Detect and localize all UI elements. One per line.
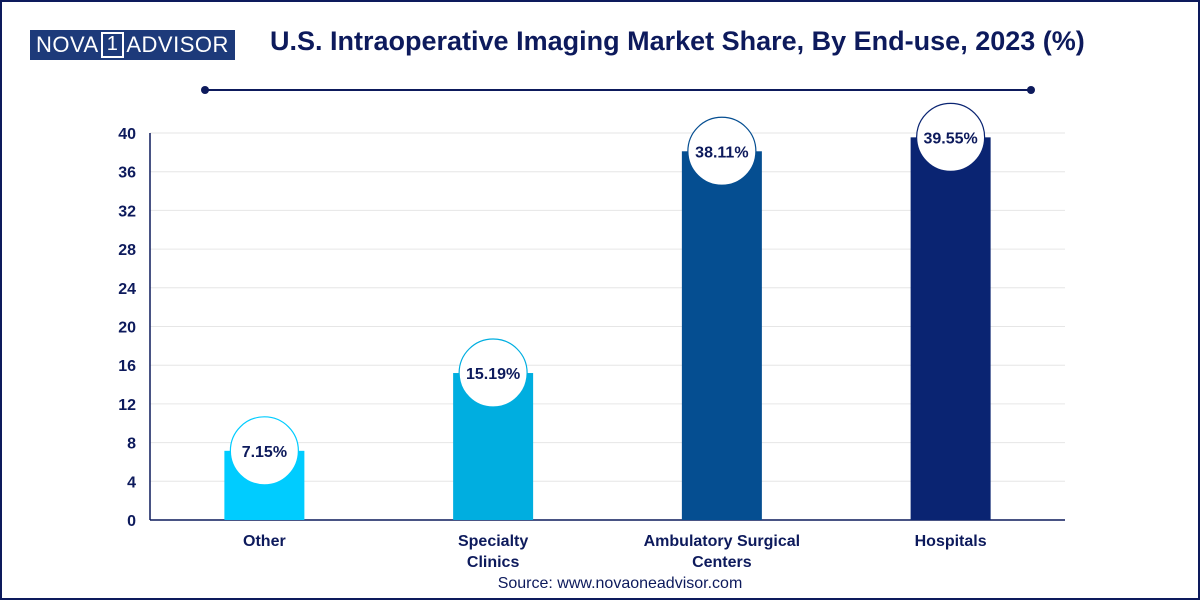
y-tick-label: 24 xyxy=(118,281,136,298)
data-label-bubble xyxy=(458,338,528,408)
y-tick-label: 36 xyxy=(118,165,136,182)
novaoneadvisor-logo: NOVA 1 ADVISOR xyxy=(30,30,235,60)
y-tick-label: 28 xyxy=(118,242,136,259)
title-divider xyxy=(205,89,1031,91)
chart-title: U.S. Intraoperative Imaging Market Share… xyxy=(270,26,1085,56)
data-label: 39.55% xyxy=(923,130,977,147)
y-tick-label: 0 xyxy=(127,513,136,530)
data-label-bubble xyxy=(229,416,299,486)
y-tick-label: 4 xyxy=(127,474,136,491)
y-tick-label: 12 xyxy=(118,397,136,414)
x-category-label: Other xyxy=(243,533,286,550)
title-divider-dot-left xyxy=(201,86,209,94)
title-divider-dot-right xyxy=(1027,86,1035,94)
y-tick-label: 16 xyxy=(118,358,136,375)
data-label: 15.19% xyxy=(466,366,520,383)
y-tick-label: 40 xyxy=(118,126,136,143)
data-label: 38.11% xyxy=(695,144,748,161)
logo-text-mid: 1 xyxy=(100,32,125,58)
data-label: 7.15% xyxy=(242,444,287,461)
x-category-label: Hospitals xyxy=(915,533,987,550)
bar xyxy=(681,151,762,520)
x-category-label: Ambulatory Surgical Centers xyxy=(644,533,800,571)
y-tick-label: 8 xyxy=(127,436,136,453)
source-note: Source: www.novaoneadvisor.com xyxy=(497,575,743,592)
y-tick-label: 32 xyxy=(118,203,136,220)
data-label-bubble xyxy=(687,116,757,186)
x-category-label: Specialty Clinics xyxy=(458,533,528,571)
y-tick-label: 20 xyxy=(118,320,136,337)
data-label-bubble xyxy=(916,102,986,172)
logo-text-left: NOVA xyxy=(36,32,99,57)
logo-text-right: ADVISOR xyxy=(126,32,229,57)
bar xyxy=(910,137,991,520)
